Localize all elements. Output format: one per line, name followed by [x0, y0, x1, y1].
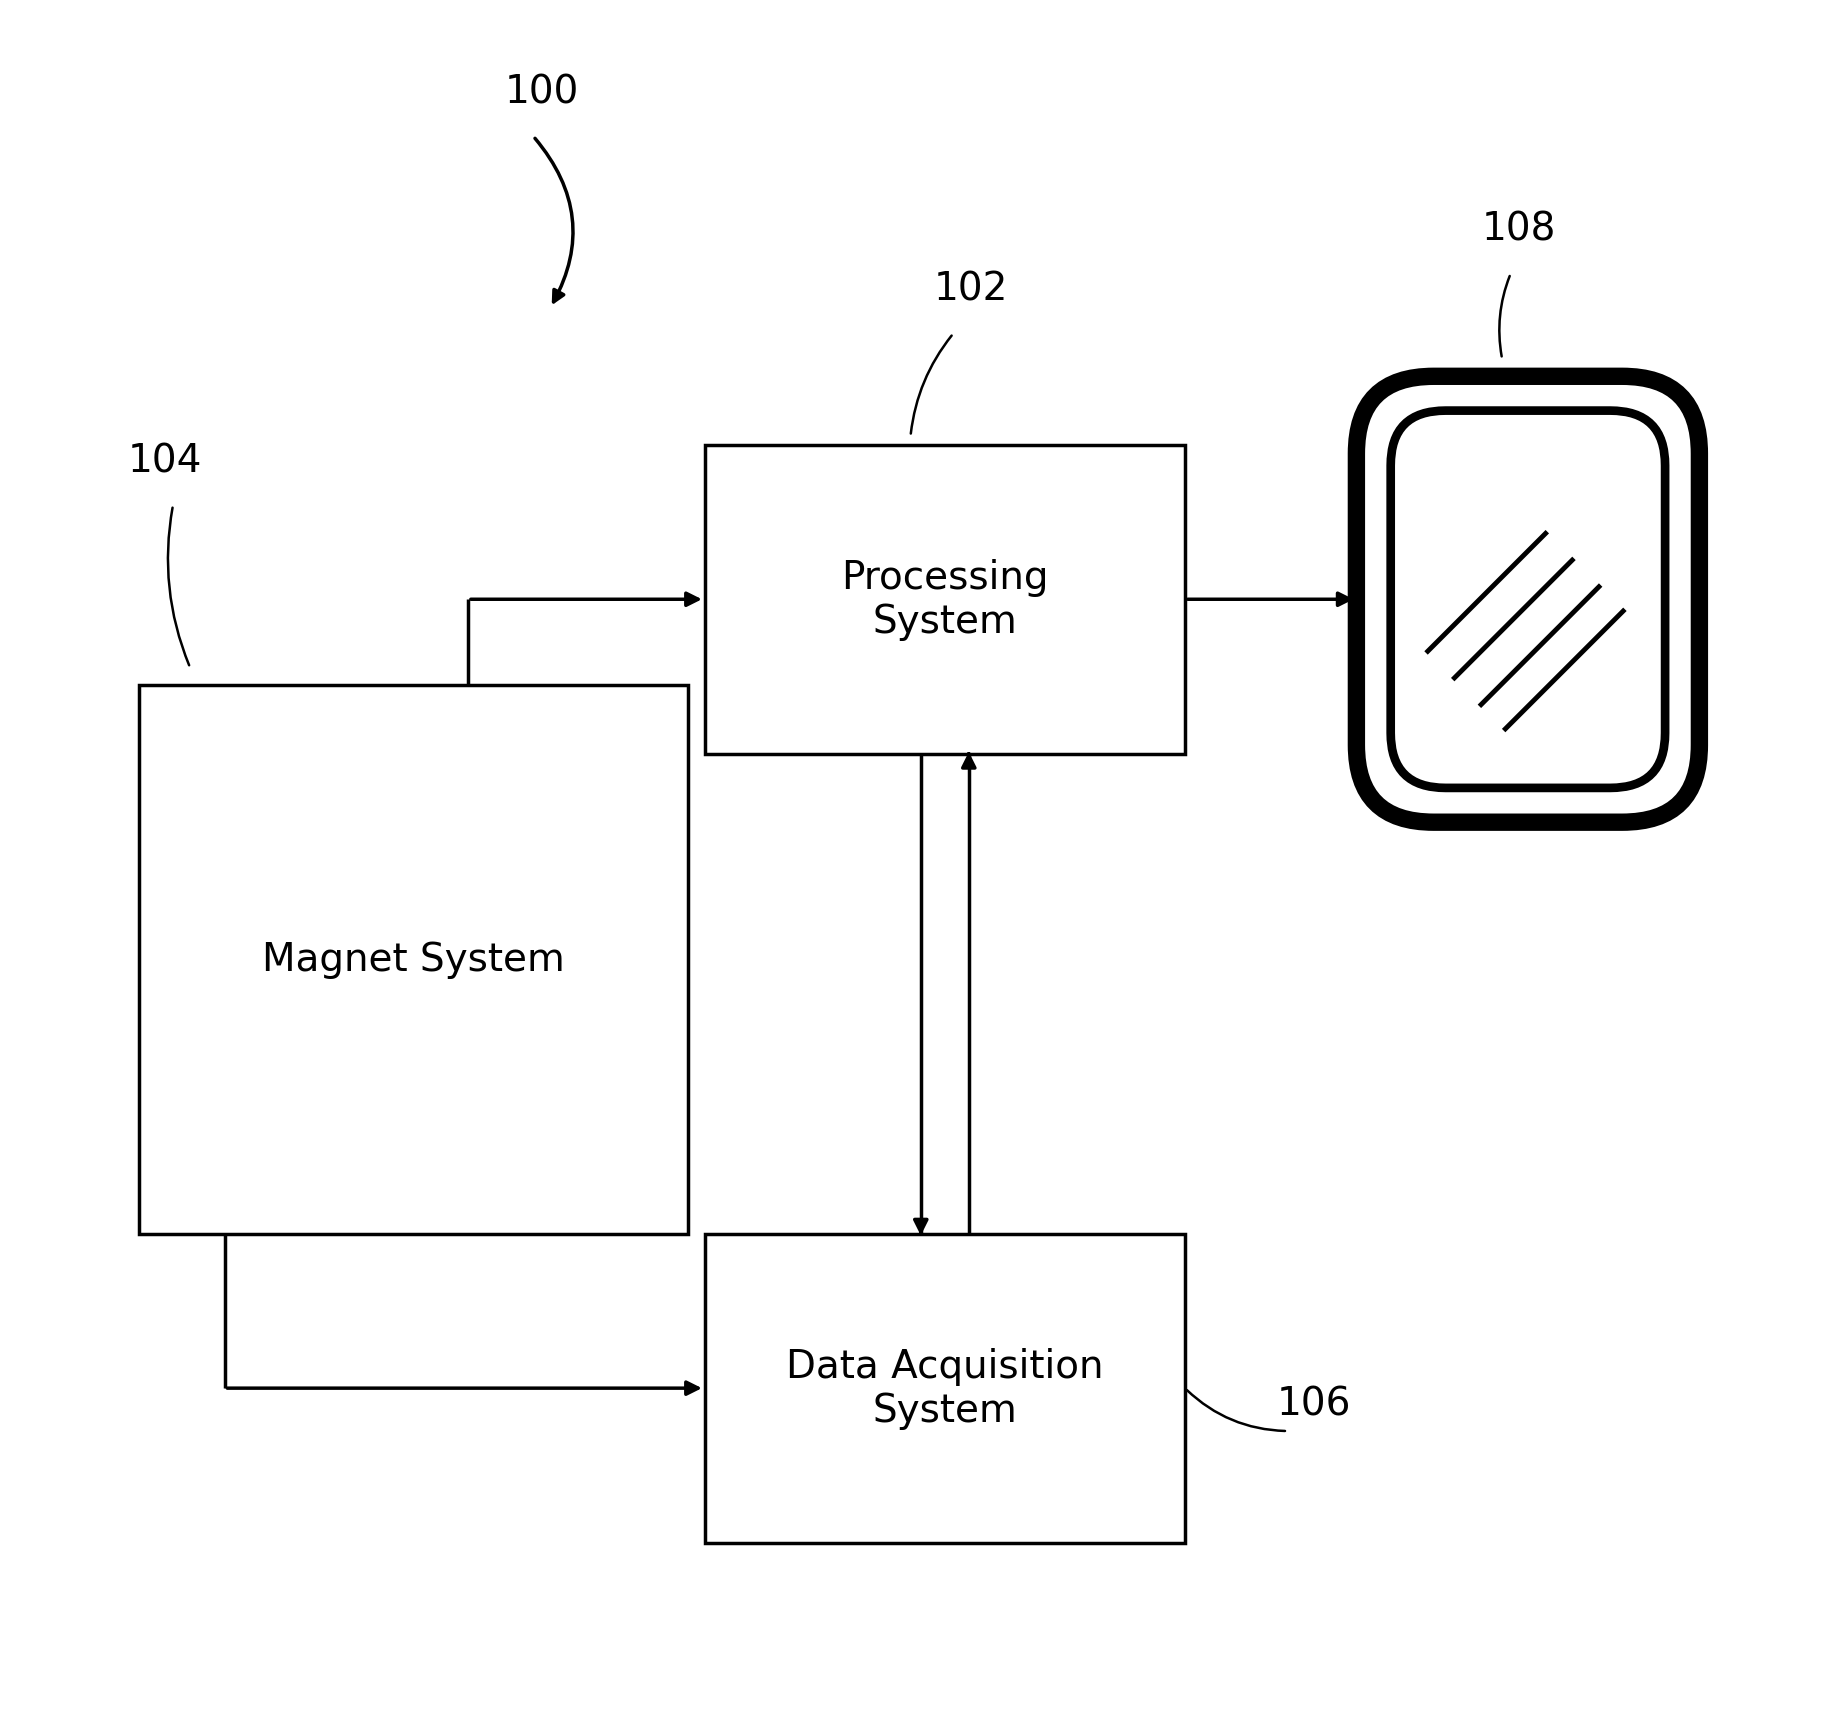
Text: 102: 102 — [934, 271, 1007, 309]
FancyBboxPatch shape — [1357, 377, 1699, 823]
Text: Magnet System: Magnet System — [262, 941, 565, 979]
FancyBboxPatch shape — [1391, 411, 1664, 788]
Text: 104: 104 — [127, 442, 202, 480]
Text: 106: 106 — [1277, 1385, 1351, 1423]
Text: 100: 100 — [504, 74, 579, 111]
FancyBboxPatch shape — [705, 1234, 1185, 1543]
Text: Processing
System: Processing System — [841, 559, 1049, 641]
FancyBboxPatch shape — [705, 446, 1185, 754]
Text: 108: 108 — [1482, 211, 1557, 249]
FancyBboxPatch shape — [138, 686, 688, 1234]
Text: Data Acquisition
System: Data Acquisition System — [787, 1347, 1104, 1429]
